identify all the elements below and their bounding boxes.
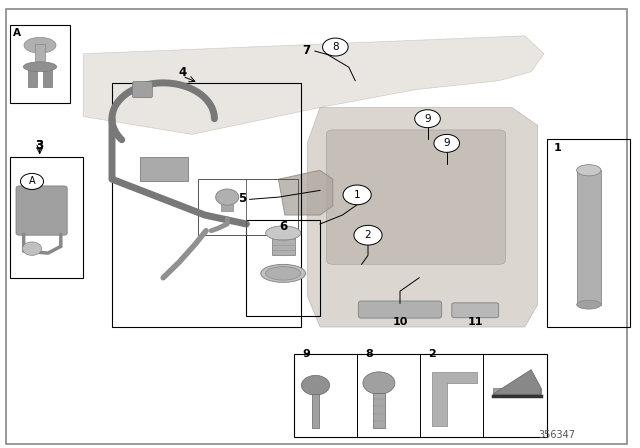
Ellipse shape bbox=[266, 226, 301, 240]
Text: 3: 3 bbox=[36, 139, 44, 152]
Bar bbox=[10, 25, 70, 103]
Circle shape bbox=[415, 110, 440, 128]
Bar bbox=[547, 139, 630, 327]
Polygon shape bbox=[307, 108, 538, 327]
Text: 9: 9 bbox=[444, 138, 450, 148]
Text: 2: 2 bbox=[365, 230, 371, 240]
Text: 8: 8 bbox=[365, 349, 373, 359]
Bar bbox=[312, 394, 319, 428]
Bar bbox=[10, 157, 83, 278]
FancyBboxPatch shape bbox=[452, 303, 499, 318]
Ellipse shape bbox=[261, 264, 306, 282]
Ellipse shape bbox=[266, 267, 301, 280]
Polygon shape bbox=[493, 388, 541, 394]
FancyBboxPatch shape bbox=[16, 186, 67, 235]
Circle shape bbox=[363, 372, 395, 394]
Bar bbox=[577, 170, 601, 305]
Circle shape bbox=[20, 173, 44, 190]
Circle shape bbox=[343, 185, 371, 205]
Text: A: A bbox=[29, 177, 35, 186]
Bar bbox=[112, 83, 301, 327]
Text: 6: 6 bbox=[279, 220, 287, 233]
Bar bbox=[272, 232, 294, 255]
Circle shape bbox=[354, 225, 382, 245]
Text: A: A bbox=[13, 28, 20, 38]
FancyBboxPatch shape bbox=[358, 301, 442, 318]
FancyBboxPatch shape bbox=[326, 130, 506, 264]
Ellipse shape bbox=[24, 38, 56, 53]
Text: 7: 7 bbox=[302, 43, 310, 57]
Circle shape bbox=[301, 375, 330, 395]
Bar bbox=[221, 196, 233, 211]
FancyBboxPatch shape bbox=[132, 82, 152, 98]
Polygon shape bbox=[432, 372, 477, 426]
Text: 11: 11 bbox=[468, 317, 483, 327]
FancyBboxPatch shape bbox=[140, 157, 188, 181]
Circle shape bbox=[216, 189, 239, 205]
Bar bbox=[28, 65, 37, 87]
Ellipse shape bbox=[577, 165, 601, 176]
Bar bbox=[373, 393, 385, 428]
Circle shape bbox=[323, 38, 348, 56]
Polygon shape bbox=[83, 36, 544, 134]
Text: 1: 1 bbox=[554, 143, 561, 153]
Polygon shape bbox=[493, 370, 541, 394]
Text: 1: 1 bbox=[354, 190, 360, 200]
Text: 10: 10 bbox=[392, 317, 408, 327]
Text: 4: 4 bbox=[179, 66, 186, 79]
Bar bbox=[294, 354, 547, 437]
Text: 9: 9 bbox=[303, 349, 310, 359]
Text: 3: 3 bbox=[36, 139, 44, 152]
Text: 356347: 356347 bbox=[538, 430, 575, 440]
Text: 5: 5 bbox=[238, 191, 246, 205]
Text: 2: 2 bbox=[428, 349, 436, 359]
Bar bbox=[42, 65, 52, 87]
Polygon shape bbox=[278, 170, 333, 215]
Circle shape bbox=[22, 242, 42, 255]
Bar bbox=[246, 220, 320, 316]
Circle shape bbox=[434, 134, 460, 152]
Ellipse shape bbox=[577, 300, 601, 309]
Bar bbox=[198, 179, 298, 235]
Text: 8: 8 bbox=[332, 42, 339, 52]
Text: 9: 9 bbox=[424, 114, 431, 124]
Ellipse shape bbox=[23, 62, 57, 72]
Bar bbox=[35, 44, 45, 67]
